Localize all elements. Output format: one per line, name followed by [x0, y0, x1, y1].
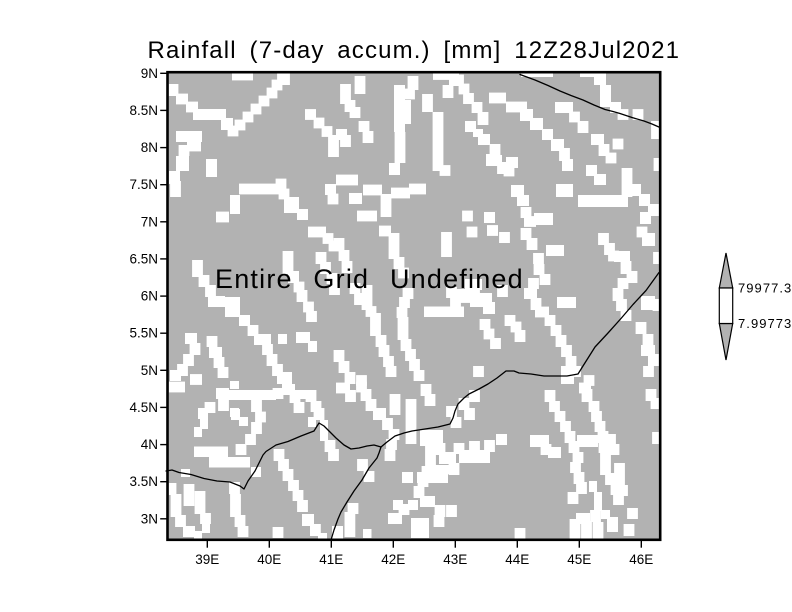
svg-text:Rainfall (7-day accum.) [mm] 1: Rainfall (7-day accum.) [mm] 12Z28Jul202…: [148, 37, 681, 64]
svg-text:44E: 44E: [505, 552, 529, 567]
svg-text:8.5N: 8.5N: [129, 103, 158, 118]
svg-text:46E: 46E: [629, 552, 653, 567]
svg-text:3N: 3N: [141, 511, 158, 526]
svg-text:42E: 42E: [381, 552, 405, 567]
svg-text:7.99773: 7.99773: [738, 316, 792, 331]
svg-text:39E: 39E: [195, 552, 219, 567]
svg-text:8N: 8N: [141, 140, 158, 155]
svg-text:3.5N: 3.5N: [129, 474, 158, 489]
svg-text:Entire Grid Undefined: Entire Grid Undefined: [215, 264, 524, 294]
svg-text:4N: 4N: [141, 437, 158, 452]
svg-text:43E: 43E: [443, 552, 467, 567]
svg-text:4.5N: 4.5N: [129, 400, 158, 415]
svg-text:6.5N: 6.5N: [129, 251, 158, 266]
svg-text:5.5N: 5.5N: [129, 326, 158, 341]
svg-text:5N: 5N: [141, 363, 158, 378]
svg-text:41E: 41E: [319, 552, 343, 567]
svg-text:7N: 7N: [141, 214, 158, 229]
svg-text:45E: 45E: [567, 552, 591, 567]
svg-text:9N: 9N: [141, 66, 158, 81]
svg-text:40E: 40E: [257, 552, 281, 567]
svg-text:7.5N: 7.5N: [129, 177, 158, 192]
svg-text:6N: 6N: [141, 289, 158, 304]
svg-text:79977.3: 79977.3: [738, 281, 792, 296]
